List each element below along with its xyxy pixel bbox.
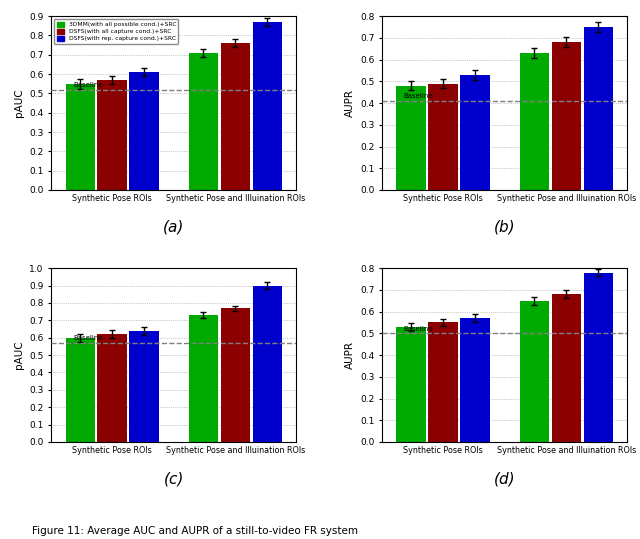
Bar bbox=[552, 42, 581, 190]
Bar bbox=[221, 43, 250, 190]
Bar bbox=[428, 84, 458, 190]
Bar bbox=[189, 315, 218, 442]
Bar bbox=[129, 72, 159, 190]
Bar bbox=[460, 75, 490, 190]
Text: Figure 11: Average AUC and AUPR of a still-to-video FR system: Figure 11: Average AUC and AUPR of a sti… bbox=[32, 526, 358, 536]
Text: (d): (d) bbox=[494, 472, 515, 487]
Text: (b): (b) bbox=[494, 219, 515, 234]
Bar bbox=[396, 86, 426, 190]
Y-axis label: pAUC: pAUC bbox=[13, 89, 24, 118]
Bar bbox=[65, 84, 95, 190]
Text: Baseline: Baseline bbox=[404, 93, 433, 99]
Bar bbox=[428, 322, 458, 442]
Bar bbox=[189, 53, 218, 190]
Bar bbox=[221, 308, 250, 442]
Text: (a): (a) bbox=[163, 219, 184, 234]
Y-axis label: pAUC: pAUC bbox=[13, 341, 24, 369]
Bar bbox=[584, 27, 613, 190]
Y-axis label: AUPR: AUPR bbox=[344, 89, 355, 117]
Bar bbox=[253, 22, 282, 190]
Bar bbox=[460, 318, 490, 442]
Bar bbox=[97, 334, 127, 442]
Legend: 3DMM(with all possible cond.)+SRC, DSFS(with all capture cond.)+SRC, DSFS(with r: 3DMM(with all possible cond.)+SRC, DSFS(… bbox=[54, 19, 179, 44]
Text: Baseline: Baseline bbox=[73, 82, 102, 88]
Bar bbox=[520, 53, 549, 190]
Bar bbox=[520, 301, 549, 442]
Bar bbox=[129, 331, 159, 442]
Bar bbox=[97, 80, 127, 190]
Bar bbox=[396, 327, 426, 442]
Bar bbox=[552, 294, 581, 442]
Text: (c): (c) bbox=[164, 472, 184, 487]
Bar bbox=[65, 338, 95, 442]
Y-axis label: AUPR: AUPR bbox=[344, 341, 355, 369]
Bar bbox=[584, 273, 613, 442]
Text: Baseline: Baseline bbox=[404, 326, 433, 331]
Bar bbox=[253, 286, 282, 442]
Text: Baseline: Baseline bbox=[73, 335, 102, 341]
